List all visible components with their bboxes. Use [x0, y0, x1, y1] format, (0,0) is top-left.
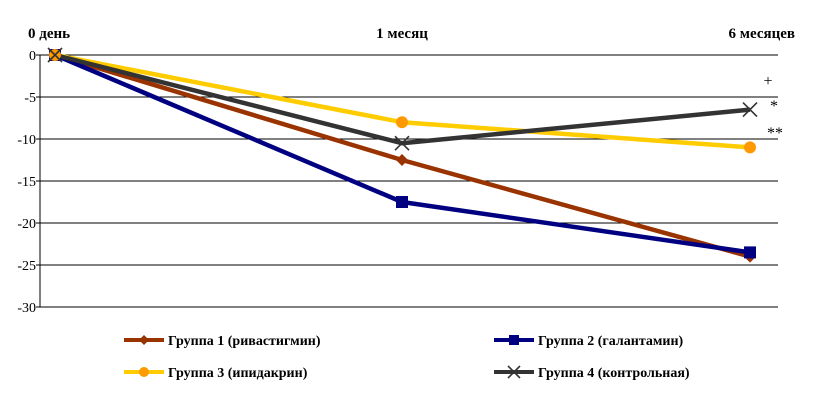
- annotations: +***: [763, 73, 783, 142]
- legend-item: Группа 2 (галантамин): [494, 334, 684, 349]
- x-category-label: 0 день: [28, 26, 70, 42]
- y-tick-label: -25: [17, 259, 36, 274]
- data-point: [47, 47, 63, 63]
- x-category-label: 6 месяцев: [729, 26, 795, 42]
- legend-item: Группа 4 (контрольная): [494, 365, 690, 381]
- legend-item: Группа 1 (ривастигмин): [124, 334, 321, 349]
- y-tick-labels: 0 -5 -10 -15 -20 -25 -30: [17, 49, 36, 316]
- series-markers: [47, 47, 758, 263]
- legend-item: Группа 3 (ипидакрин): [124, 366, 308, 381]
- data-point: [509, 335, 519, 345]
- y-tick-label: -15: [17, 175, 36, 190]
- legend-label: Группа 2 (галантамин): [538, 334, 684, 349]
- legend: Группа 1 (ривастигмин) Группа 2 (галантам…: [124, 334, 690, 381]
- data-point: [396, 196, 408, 208]
- significance-annotation: +: [763, 73, 772, 90]
- y-tick-label: 0: [29, 49, 36, 64]
- data-point: [744, 246, 756, 259]
- data-point: [744, 141, 756, 154]
- legend-label: Группа 1 (ривастигмин): [168, 334, 321, 349]
- data-point: [139, 367, 149, 377]
- data-point: [507, 365, 521, 379]
- significance-annotation: **: [767, 125, 783, 142]
- y-tick-label: -30: [17, 301, 36, 316]
- y-tick-label: -5: [24, 91, 36, 106]
- data-point: [139, 335, 149, 345]
- x-category-label: 1 месяц: [376, 26, 428, 42]
- grid-lines: [36, 54, 778, 308]
- legend-label: Группа 4 (контрольная): [538, 366, 690, 381]
- data-point: [394, 135, 410, 151]
- significance-annotation: *: [770, 98, 778, 115]
- legend-label: Группа 3 (ипидакрин): [168, 366, 308, 381]
- data-point: [742, 102, 758, 118]
- y-tick-label: -20: [17, 217, 36, 232]
- data-point: [396, 154, 408, 166]
- y-tick-label: -10: [17, 133, 36, 148]
- data-point: [396, 116, 408, 129]
- x-category-labels: 0 день 1 месяц 6 месяцев: [28, 26, 795, 42]
